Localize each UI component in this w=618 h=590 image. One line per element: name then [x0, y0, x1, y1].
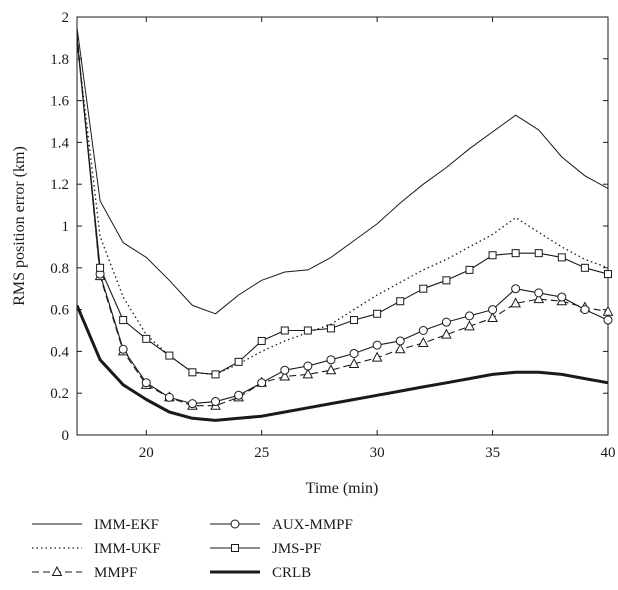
x-tick-label: 25	[254, 445, 269, 461]
y-axis-label: RMS position error (km)	[11, 146, 28, 306]
data-point-jms-pf	[580, 263, 589, 272]
data-point-mmpf	[441, 328, 452, 339]
data-point-aux-mmpf	[511, 284, 521, 294]
y-tick-label: 0.8	[50, 261, 69, 277]
series-line-aux-mmpf	[77, 37, 608, 405]
data-point-jms-pf	[419, 284, 428, 293]
data-point-mmpf	[394, 343, 406, 354]
data-point-jms-pf	[119, 316, 128, 325]
data-point-mmpf	[302, 368, 314, 379]
legend-label-jms-pf: JMS-PF	[272, 541, 321, 557]
data-point-jms-pf	[465, 265, 474, 274]
data-point-aux-mmpf	[603, 315, 613, 325]
data-point-jms-pf	[257, 336, 266, 345]
data-point-jms-pf	[511, 249, 520, 258]
data-point-jms-pf	[350, 316, 359, 325]
data-point-aux-mmpf	[534, 288, 544, 298]
data-point-aux-mmpf	[464, 311, 474, 321]
y-tick-label: 0.4	[50, 344, 69, 360]
legend-marker-aux-mmpf	[230, 519, 240, 529]
legend-label-imm-ekf: IMM-EKF	[94, 517, 159, 533]
data-point-aux-mmpf	[441, 317, 451, 327]
data-point-aux-mmpf	[557, 292, 567, 302]
data-point-aux-mmpf	[118, 344, 128, 354]
data-point-jms-pf	[96, 263, 105, 272]
data-point-jms-pf	[188, 368, 197, 377]
data-point-aux-mmpf	[187, 399, 197, 409]
data-point-jms-pf	[604, 270, 612, 279]
data-point-aux-mmpf	[234, 390, 244, 400]
data-point-jms-pf	[165, 351, 174, 360]
y-tick-label: 0	[62, 428, 70, 444]
y-tick-label: 1.8	[50, 52, 69, 68]
data-point-mmpf	[371, 351, 383, 362]
legend-item-jms-pf: JMS-PF	[210, 541, 321, 557]
data-point-mmpf	[510, 297, 521, 308]
y-tick-label: 1.2	[50, 177, 69, 193]
legend-label-imm-ukf: IMM-UKF	[94, 541, 161, 557]
data-point-jms-pf	[234, 357, 243, 366]
data-point-jms-pf	[534, 249, 543, 258]
data-point-jms-pf	[442, 276, 451, 285]
data-point-mmpf	[487, 311, 498, 322]
y-tick-label: 1.6	[50, 94, 69, 110]
legend-marker-mmpf	[51, 565, 63, 576]
data-point-aux-mmpf	[211, 397, 221, 407]
data-point-mmpf	[325, 364, 337, 375]
data-point-aux-mmpf	[257, 378, 267, 388]
data-point-mmpf	[533, 293, 545, 304]
data-point-jms-pf	[280, 326, 289, 335]
data-point-aux-mmpf	[580, 305, 590, 315]
data-point-aux-mmpf	[372, 340, 382, 350]
x-tick-label: 20	[139, 445, 154, 461]
data-point-aux-mmpf	[303, 361, 313, 371]
data-point-mmpf	[348, 357, 360, 368]
data-point-jms-pf	[303, 326, 312, 335]
legend-label-crlb: CRLB	[272, 565, 311, 581]
legend-item-mmpf: MMPF	[32, 565, 137, 581]
data-point-jms-pf	[557, 253, 566, 262]
data-point-aux-mmpf	[141, 378, 151, 388]
data-point-mmpf	[602, 305, 614, 316]
data-point-jms-pf	[373, 309, 382, 318]
series-line-jms-pf	[77, 37, 608, 375]
x-tick-label: 40	[601, 445, 616, 461]
series-line-mmpf	[77, 33, 608, 407]
y-tick-label: 1	[62, 219, 70, 235]
data-point-aux-mmpf	[280, 365, 290, 375]
data-point-aux-mmpf	[349, 348, 359, 358]
legend-item-imm-ukf: IMM-UKF	[32, 541, 161, 557]
data-point-aux-mmpf	[164, 392, 174, 402]
data-point-aux-mmpf	[418, 326, 428, 335]
y-tick-label: 1.4	[50, 135, 69, 151]
data-point-jms-pf	[488, 251, 497, 260]
data-point-mmpf	[464, 320, 475, 331]
x-tick-label: 30	[370, 445, 385, 461]
y-tick-label: 0.2	[50, 386, 69, 402]
data-point-aux-mmpf	[326, 355, 336, 365]
legend-label-mmpf: MMPF	[94, 565, 137, 581]
legend-item-crlb: CRLB	[210, 565, 311, 581]
data-point-mmpf	[279, 370, 291, 381]
series-line-imm-ekf	[77, 27, 608, 315]
series-line-imm-ukf	[77, 42, 608, 376]
series-line-crlb	[77, 304, 608, 422]
data-point-aux-mmpf	[395, 336, 405, 346]
data-point-jms-pf	[142, 334, 151, 343]
legend-item-imm-ekf: IMM-EKF	[32, 517, 159, 533]
y-tick-label: 0.6	[50, 303, 69, 319]
legend-item-aux-mmpf: AUX-MMPF	[210, 517, 353, 533]
data-point-jms-pf	[396, 297, 405, 306]
legend-marker-jms-pf	[231, 544, 239, 552]
y-tick-label: 2	[62, 10, 70, 26]
data-point-jms-pf	[211, 370, 220, 379]
data-point-aux-mmpf	[488, 305, 498, 315]
x-axis-label: Time (min)	[306, 480, 379, 497]
legend: IMM-EKF IMM-UKF MMPF AUX-MMPF JMS-PF CRLB	[32, 517, 353, 581]
x-tick-label: 35	[485, 445, 500, 461]
legend-label-aux-mmpf: AUX-MMPF	[272, 517, 353, 533]
data-point-jms-pf	[326, 324, 335, 333]
data-point-mmpf	[417, 336, 429, 348]
